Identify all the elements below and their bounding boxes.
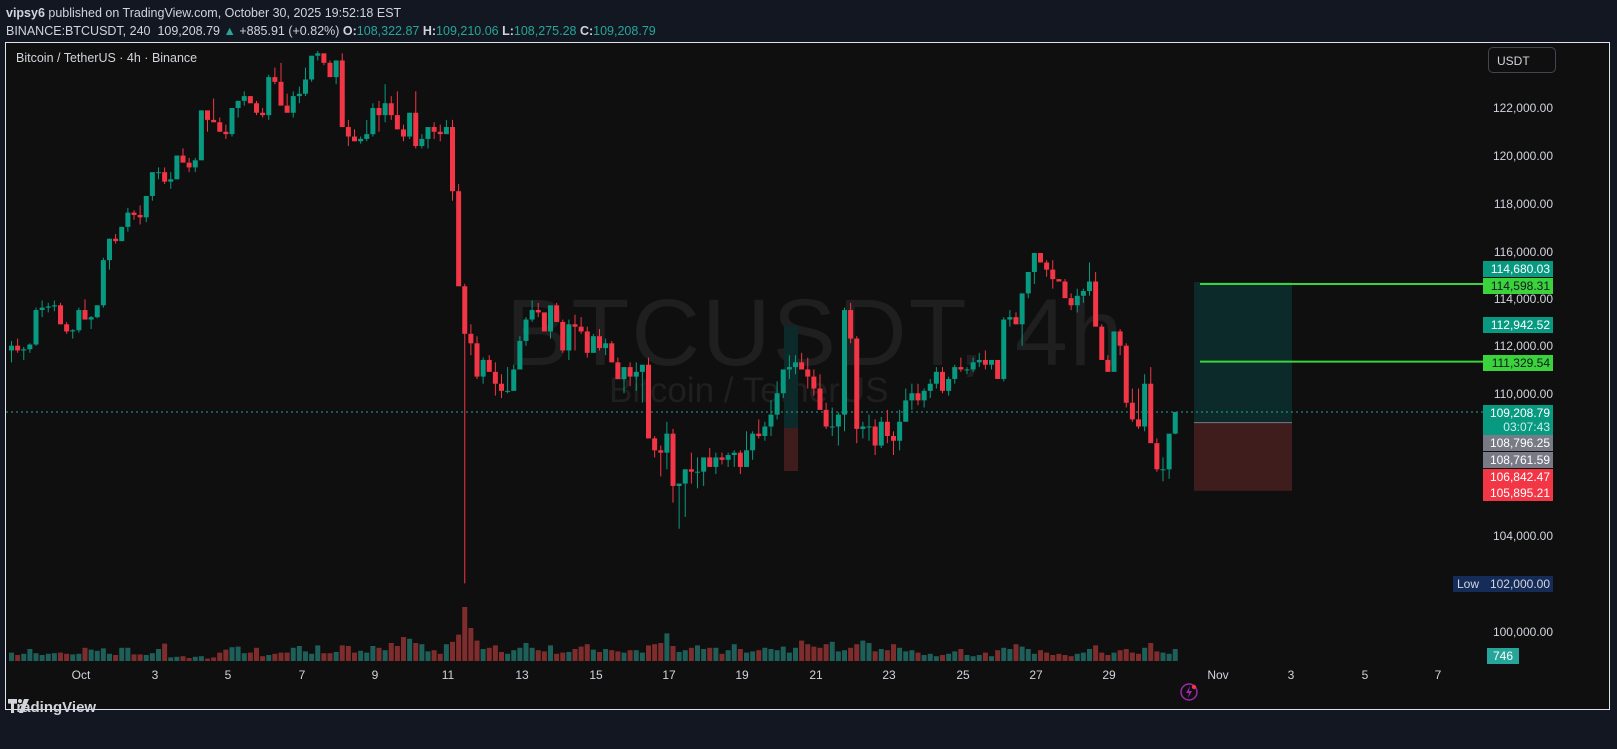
price-axis-label: 116,000.00 <box>1493 245 1553 259</box>
price-axis-label: 114,000.00 <box>1493 292 1553 306</box>
price-tag: 114,680.03 <box>1483 261 1553 277</box>
time-axis-label: 11 <box>441 668 455 682</box>
time-axis-label: 21 <box>809 668 823 682</box>
close-label: C: <box>579 24 594 38</box>
low-label-tag: Low <box>1453 576 1483 592</box>
open-value: 108,322.87 <box>356 24 420 38</box>
time-axis-label: 27 <box>1029 668 1043 682</box>
change-up-icon: ▲ <box>223 24 236 38</box>
time-axis-label: Oct <box>71 668 91 682</box>
change-value: +885.91 (+0.82%) <box>239 24 340 38</box>
volume-tag: 746 <box>1487 648 1519 664</box>
price-tag: 111,329.54 <box>1483 355 1553 371</box>
low-value: 108,275.28 <box>513 24 577 38</box>
time-axis-label: 19 <box>735 668 749 682</box>
high-label: H: <box>422 24 437 38</box>
symbol-ohlc-line: BINANCE:BTCUSDT, 240 109,208.79 ▲ +885.9… <box>6 22 656 40</box>
time-axis-label: 25 <box>956 668 970 682</box>
price-tag: 108,761.59 <box>1483 452 1553 468</box>
time-axis-label: Nov <box>1207 668 1229 682</box>
price-axis-label: 104,000.00 <box>1492 529 1553 543</box>
brand-name: TradingView <box>8 699 97 716</box>
price-tag: 109,208.79 <box>1483 405 1553 421</box>
time-axis-label: 3 <box>1287 668 1295 682</box>
publisher-name[interactable]: vipsy6 <box>6 6 45 20</box>
tradingview-logo-icon <box>8 699 29 713</box>
price-tag: 112,942.52 <box>1483 317 1553 333</box>
price-tag: 03:07:43 <box>1483 419 1553 435</box>
time-axis-label: 5 <box>1361 668 1369 682</box>
close-value: 109,208.79 <box>593 24 656 38</box>
time-axis-label: 7 <box>1434 668 1442 682</box>
price-axis-label: 122,000.00 <box>1492 101 1553 115</box>
price-tag: 105,895.21 <box>1483 485 1553 501</box>
time-axis-label: 5 <box>224 668 232 682</box>
time-axis-label: 3 <box>151 668 159 682</box>
candlestick-plot[interactable] <box>6 43 1610 710</box>
price-axis-label: 100,000.00 <box>1492 625 1553 639</box>
currency-button[interactable]: USDT <box>1488 47 1556 73</box>
symbol-label: BINANCE:BTCUSDT, 240 <box>6 24 151 38</box>
published-text: published on TradingView.com, October 30… <box>44 6 402 20</box>
low-value-tag: 102,000.00 <box>1483 576 1553 592</box>
high-value: 109,210.06 <box>436 24 499 38</box>
publisher-line: vipsy6 published on TradingView.com, Oct… <box>6 4 656 22</box>
price-axis-label: 120,000.00 <box>1492 149 1553 163</box>
tradingview-logo[interactable]: TradingView <box>8 699 96 716</box>
price-tag: 114,598.31 <box>1483 278 1553 294</box>
price-tag: 106,842.47 <box>1483 469 1553 485</box>
time-axis-label: 29 <box>1102 668 1116 682</box>
price-axis-label: 118,000.00 <box>1493 197 1553 211</box>
watermark-name: Bitcoin / TetherUS <box>609 371 889 410</box>
time-axis-label: 17 <box>662 668 676 682</box>
publish-header: vipsy6 published on TradingView.com, Oct… <box>6 4 656 40</box>
time-axis-label: 9 <box>371 668 379 682</box>
time-axis-label: 7 <box>298 668 306 682</box>
open-label: O: <box>342 24 357 38</box>
last-price: 109,208.79 <box>157 24 220 38</box>
lightning-alert-icon[interactable] <box>1179 682 1199 702</box>
time-axis-label: 15 <box>589 668 603 682</box>
time-axis-label: 23 <box>882 668 896 682</box>
low-label: L: <box>502 24 514 38</box>
price-axis-label: 110,000.00 <box>1493 387 1553 401</box>
chart-legend: Bitcoin / TetherUS · 4h · Binance <box>16 51 198 65</box>
chart-pane[interactable]: BTCUSDT, 4h Bitcoin / TetherUS Bitcoin /… <box>5 42 1610 710</box>
price-tag: 108,796.25 <box>1483 435 1553 451</box>
price-axis-label: 112,000.00 <box>1493 339 1553 353</box>
time-axis-label: 13 <box>515 668 529 682</box>
